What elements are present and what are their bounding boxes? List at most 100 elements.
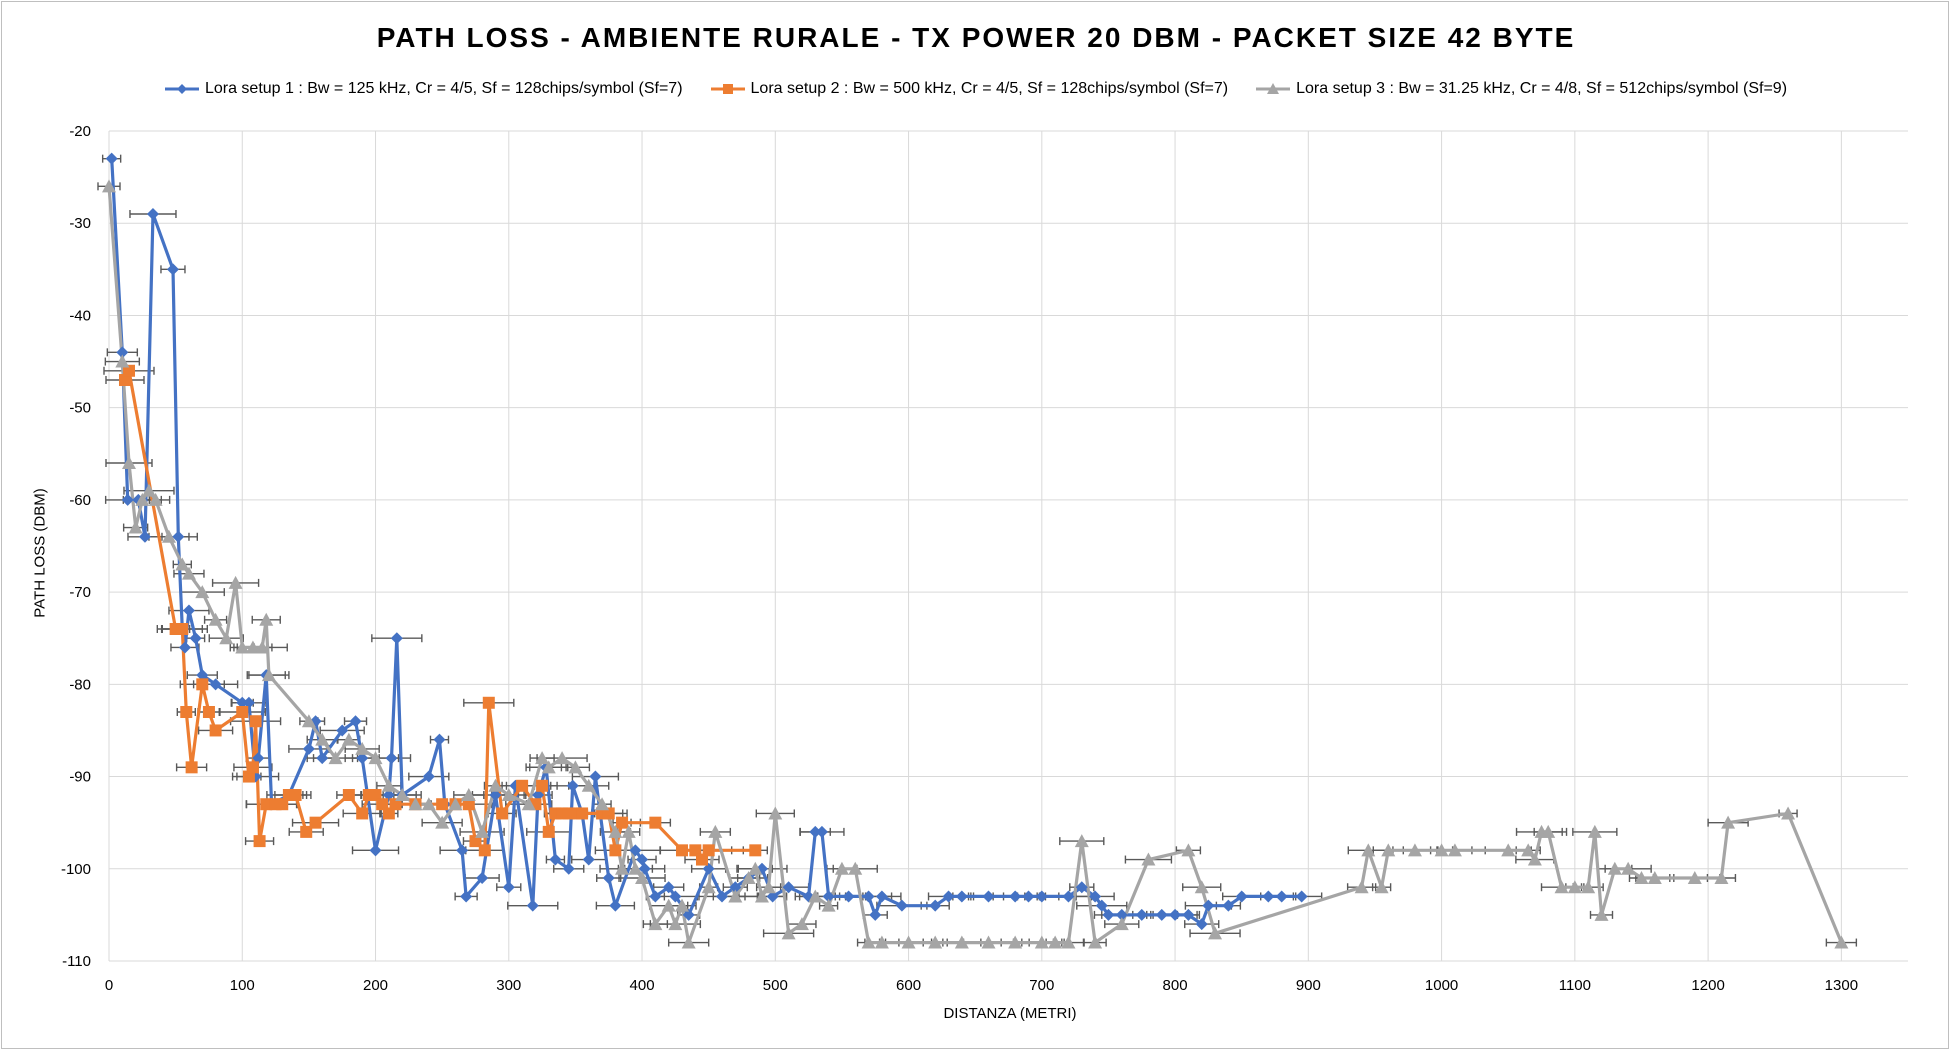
- data-point-series-3: [435, 815, 450, 829]
- data-point-series-3: [661, 898, 676, 912]
- y-tick-label: -110: [62, 953, 91, 970]
- data-point-series-1: [196, 669, 209, 682]
- data-point-series-1: [105, 152, 118, 165]
- data-point-series-1: [1075, 881, 1088, 894]
- data-point-series-3: [834, 861, 849, 875]
- data-point-series-3: [928, 935, 943, 949]
- data-point-series-2: [236, 706, 249, 718]
- data-point-series-1: [172, 530, 185, 543]
- data-point-series-3: [381, 778, 396, 792]
- data-point-series-3: [1434, 843, 1449, 857]
- data-point-series-1: [1115, 908, 1128, 921]
- data-point-series-2: [382, 807, 395, 820]
- data-point-series-3: [1048, 935, 1063, 949]
- data-point-series-3: [1008, 935, 1023, 949]
- x-tick-label: 0: [105, 977, 113, 994]
- data-point-series-2: [696, 853, 709, 866]
- data-point-series-1: [1195, 918, 1208, 931]
- data-point-series-1: [842, 890, 855, 903]
- data-point-series-3: [821, 898, 836, 912]
- data-point-series-1: [382, 789, 395, 801]
- data-point-series-1: [460, 890, 473, 903]
- legend-item-series-3[interactable]: Lora setup 3 : Bw = 31.25 kHz, Cr = 4/8,…: [1256, 80, 1787, 98]
- legend-item-series-2[interactable]: Lora setup 2 : Bw = 500 kHz, Cr = 4/5, S…: [710, 80, 1228, 98]
- data-point-series-3: [235, 640, 250, 654]
- data-point-series-3: [1714, 871, 1729, 884]
- data-point-series-3: [461, 788, 476, 801]
- data-point-series-1: [1262, 890, 1275, 903]
- data-point-series-3: [301, 714, 316, 728]
- x-tick-label: 900: [1296, 977, 1321, 994]
- data-point-series-1: [1295, 890, 1308, 903]
- data-point-series-1: [336, 724, 349, 737]
- x-tick-label: 500: [763, 977, 788, 994]
- legend-marker-series-3: [1256, 83, 1291, 94]
- data-point-series-1: [1089, 890, 1102, 903]
- data-point-series-2: [516, 779, 529, 792]
- y-tick-label: -60: [69, 492, 91, 509]
- data-point-series-2: [616, 816, 629, 829]
- data-point-series-2: [209, 724, 222, 737]
- y-tick-label: -70: [69, 584, 91, 601]
- data-point-series-2: [253, 835, 266, 848]
- data-point-series-3: [568, 760, 583, 774]
- data-point-series-2: [196, 678, 209, 691]
- data-point-series-2: [602, 807, 615, 820]
- data-point-series-3: [355, 741, 370, 755]
- legend-label-series-3: Lora setup 3 : Bw = 31.25 kHz, Cr = 4/8,…: [1296, 80, 1788, 97]
- data-point-series-1: [385, 752, 398, 765]
- data-point-series-3: [1381, 843, 1396, 857]
- data-point-series-3: [488, 778, 503, 792]
- x-tick-label: 800: [1163, 977, 1188, 994]
- data-point-series-3: [102, 179, 116, 193]
- data-point-series-3: [475, 824, 490, 838]
- data-point-series-2: [246, 761, 259, 774]
- data-point-series-1: [422, 770, 435, 783]
- x-tick-label: 400: [630, 977, 655, 994]
- y-tick-label: -90: [69, 769, 91, 786]
- data-point-series-3: [555, 751, 570, 765]
- legend-marker-series-2: [710, 84, 745, 94]
- data-point-series-1: [589, 770, 602, 783]
- data-point-series-1: [349, 715, 362, 728]
- data-point-series-3: [901, 935, 916, 949]
- data-point-series-3: [1208, 926, 1223, 940]
- data-point-series-1: [121, 493, 134, 506]
- data-point-series-1: [182, 604, 195, 617]
- data-point-series-1: [662, 881, 675, 894]
- series-markers: [102, 152, 1849, 949]
- data-point-series-3: [1567, 880, 1582, 894]
- data-point-series-2: [462, 798, 475, 811]
- legend-marker-series-1: [164, 84, 199, 94]
- data-point-series-1: [929, 899, 942, 912]
- data-point-series-1: [1095, 899, 1108, 912]
- data-point-series-3: [1061, 935, 1076, 949]
- data-point-series-3: [1581, 880, 1596, 894]
- data-point-series-1: [1275, 890, 1288, 903]
- legend-item-series-1[interactable]: Lora setup 1 : Bw = 125 kHz, Cr = 4/5, S…: [164, 80, 683, 98]
- data-point-series-1: [369, 844, 382, 857]
- data-point-series-1: [390, 632, 403, 645]
- data-point-series-1: [815, 825, 828, 838]
- data-point-series-3: [1587, 824, 1602, 838]
- data-point-series-3: [595, 797, 610, 811]
- data-point-series-3: [1141, 852, 1156, 866]
- data-point-series-1: [116, 346, 129, 359]
- data-point-series-1: [766, 890, 779, 903]
- x-tick-label: 1300: [1825, 977, 1858, 994]
- data-point-series-3: [648, 917, 663, 931]
- x-tick-label: 1000: [1425, 977, 1458, 994]
- data-point-series-3: [808, 889, 823, 903]
- data-point-series-1: [715, 890, 728, 903]
- data-point-series-2: [576, 807, 589, 820]
- data-point-series-2: [289, 789, 302, 801]
- y-tick-label: -40: [69, 307, 91, 324]
- data-point-series-3: [701, 880, 716, 894]
- x-tick-label: 100: [230, 977, 255, 994]
- data-point-series-3: [148, 492, 163, 506]
- data-point-series-1: [209, 678, 222, 691]
- data-point-series-3: [521, 797, 536, 811]
- data-point-series-3: [848, 861, 863, 875]
- gridlines: [108, 130, 1908, 962]
